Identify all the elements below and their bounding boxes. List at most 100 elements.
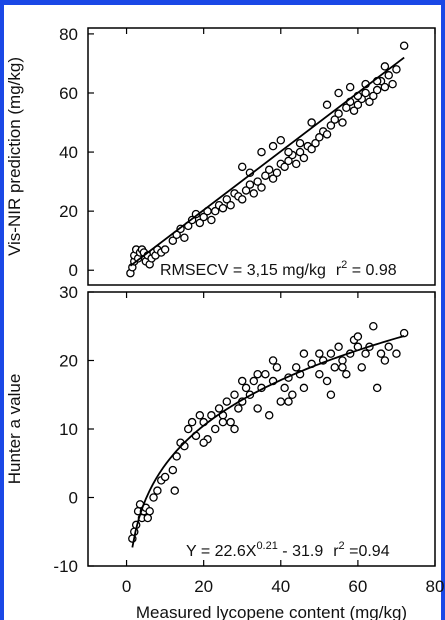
data-point bbox=[361, 88, 370, 98]
data-point bbox=[399, 41, 409, 50]
data-point bbox=[160, 472, 170, 482]
data-point bbox=[353, 100, 363, 110]
r2-value: =0.94 bbox=[345, 543, 390, 560]
data-point bbox=[326, 390, 336, 399]
data-point bbox=[334, 109, 343, 118]
data-point bbox=[392, 349, 401, 358]
data-point bbox=[272, 168, 282, 177]
data-point bbox=[280, 162, 289, 172]
data-point bbox=[276, 136, 286, 145]
data-point bbox=[195, 218, 205, 228]
data-point bbox=[149, 493, 158, 502]
data-point bbox=[268, 356, 278, 365]
data-point bbox=[288, 390, 297, 399]
data-point bbox=[264, 165, 274, 175]
data-point bbox=[291, 363, 301, 372]
data-point bbox=[210, 424, 220, 434]
y-tick-label: 80 bbox=[59, 25, 78, 44]
data-point bbox=[392, 65, 401, 74]
data-point bbox=[253, 177, 262, 186]
y-tick-label: 0 bbox=[69, 261, 78, 280]
data-point bbox=[230, 424, 239, 434]
data-point bbox=[342, 369, 351, 379]
data-point bbox=[284, 147, 293, 157]
data-point bbox=[338, 363, 347, 372]
data-point bbox=[237, 376, 247, 386]
data-point bbox=[253, 369, 262, 379]
data-point bbox=[241, 383, 251, 393]
data-point bbox=[187, 417, 197, 427]
r2-value: = 0.98 bbox=[347, 262, 396, 279]
data-point bbox=[369, 91, 378, 101]
plot-area bbox=[126, 41, 409, 278]
data-point bbox=[276, 397, 286, 406]
y-tick-label: 0 bbox=[69, 489, 78, 508]
data-point bbox=[334, 88, 343, 98]
r2-sup: 2 bbox=[339, 540, 345, 552]
data-point bbox=[284, 156, 293, 166]
data-point bbox=[399, 328, 409, 338]
data-point bbox=[261, 171, 270, 180]
data-point bbox=[326, 349, 336, 358]
data-point bbox=[153, 486, 162, 495]
data-point bbox=[237, 195, 247, 204]
y-tick-label: -10 bbox=[53, 557, 78, 576]
data-point bbox=[226, 200, 235, 210]
fit-annotation: Y = 22.6X0.21 - 31.9 r2 =0.94 bbox=[186, 540, 390, 560]
data-point bbox=[334, 342, 343, 352]
data-point bbox=[369, 321, 378, 331]
data-point bbox=[145, 506, 154, 516]
data-point bbox=[384, 71, 393, 80]
prediction-panel: 0 20 40 60 80 Vis-NIR prediction (mg/kg) RMSEC… bbox=[5, 25, 436, 286]
x-tick-label: 60 bbox=[348, 577, 367, 596]
r2-sup: 2 bbox=[341, 259, 347, 271]
x-axis-title: Measured lycopene content (mg/kg) bbox=[136, 603, 407, 620]
data-point bbox=[170, 486, 179, 495]
data-point bbox=[261, 369, 270, 379]
data-point bbox=[257, 147, 266, 157]
data-point bbox=[299, 383, 309, 393]
data-point bbox=[315, 369, 324, 379]
data-point bbox=[357, 363, 366, 372]
plot-frame bbox=[87, 27, 436, 286]
data-point bbox=[330, 363, 340, 372]
data-point bbox=[268, 174, 278, 183]
fit-line bbox=[131, 335, 405, 548]
fit-annotation: RMSECV = 3,15 mg/kg r2 = 0.98 bbox=[160, 259, 397, 279]
data-point bbox=[180, 233, 189, 242]
data-point bbox=[307, 144, 316, 154]
data-point bbox=[199, 438, 208, 447]
r2-prefix: r bbox=[336, 262, 342, 279]
data-point bbox=[315, 349, 324, 358]
data-point bbox=[307, 118, 316, 127]
data-point bbox=[195, 411, 205, 420]
data-point bbox=[380, 62, 390, 71]
y-tick-label: 20 bbox=[59, 202, 78, 221]
data-point bbox=[222, 195, 232, 204]
y-axis-title: Hunter a value bbox=[5, 374, 24, 485]
data-point bbox=[338, 356, 347, 365]
x-tick-label: 20 bbox=[194, 577, 213, 596]
data-point bbox=[264, 411, 274, 420]
data-point bbox=[245, 180, 255, 189]
data-point bbox=[322, 130, 332, 139]
data-point bbox=[268, 141, 278, 151]
data-point bbox=[143, 513, 153, 523]
data-point bbox=[342, 103, 351, 113]
equation-suffix: - 31.9 bbox=[278, 543, 323, 560]
data-point bbox=[330, 115, 340, 124]
data-point bbox=[280, 383, 289, 393]
data-point bbox=[160, 245, 170, 254]
data-point bbox=[272, 363, 282, 372]
data-point bbox=[218, 203, 228, 213]
data-point bbox=[295, 147, 305, 157]
x-tick-label: 40 bbox=[271, 577, 290, 596]
data-point bbox=[237, 162, 247, 172]
data-point bbox=[295, 138, 305, 148]
data-point bbox=[299, 349, 309, 358]
data-point bbox=[284, 397, 293, 406]
data-point bbox=[207, 215, 216, 225]
data-point bbox=[322, 376, 332, 386]
data-point bbox=[218, 417, 228, 427]
